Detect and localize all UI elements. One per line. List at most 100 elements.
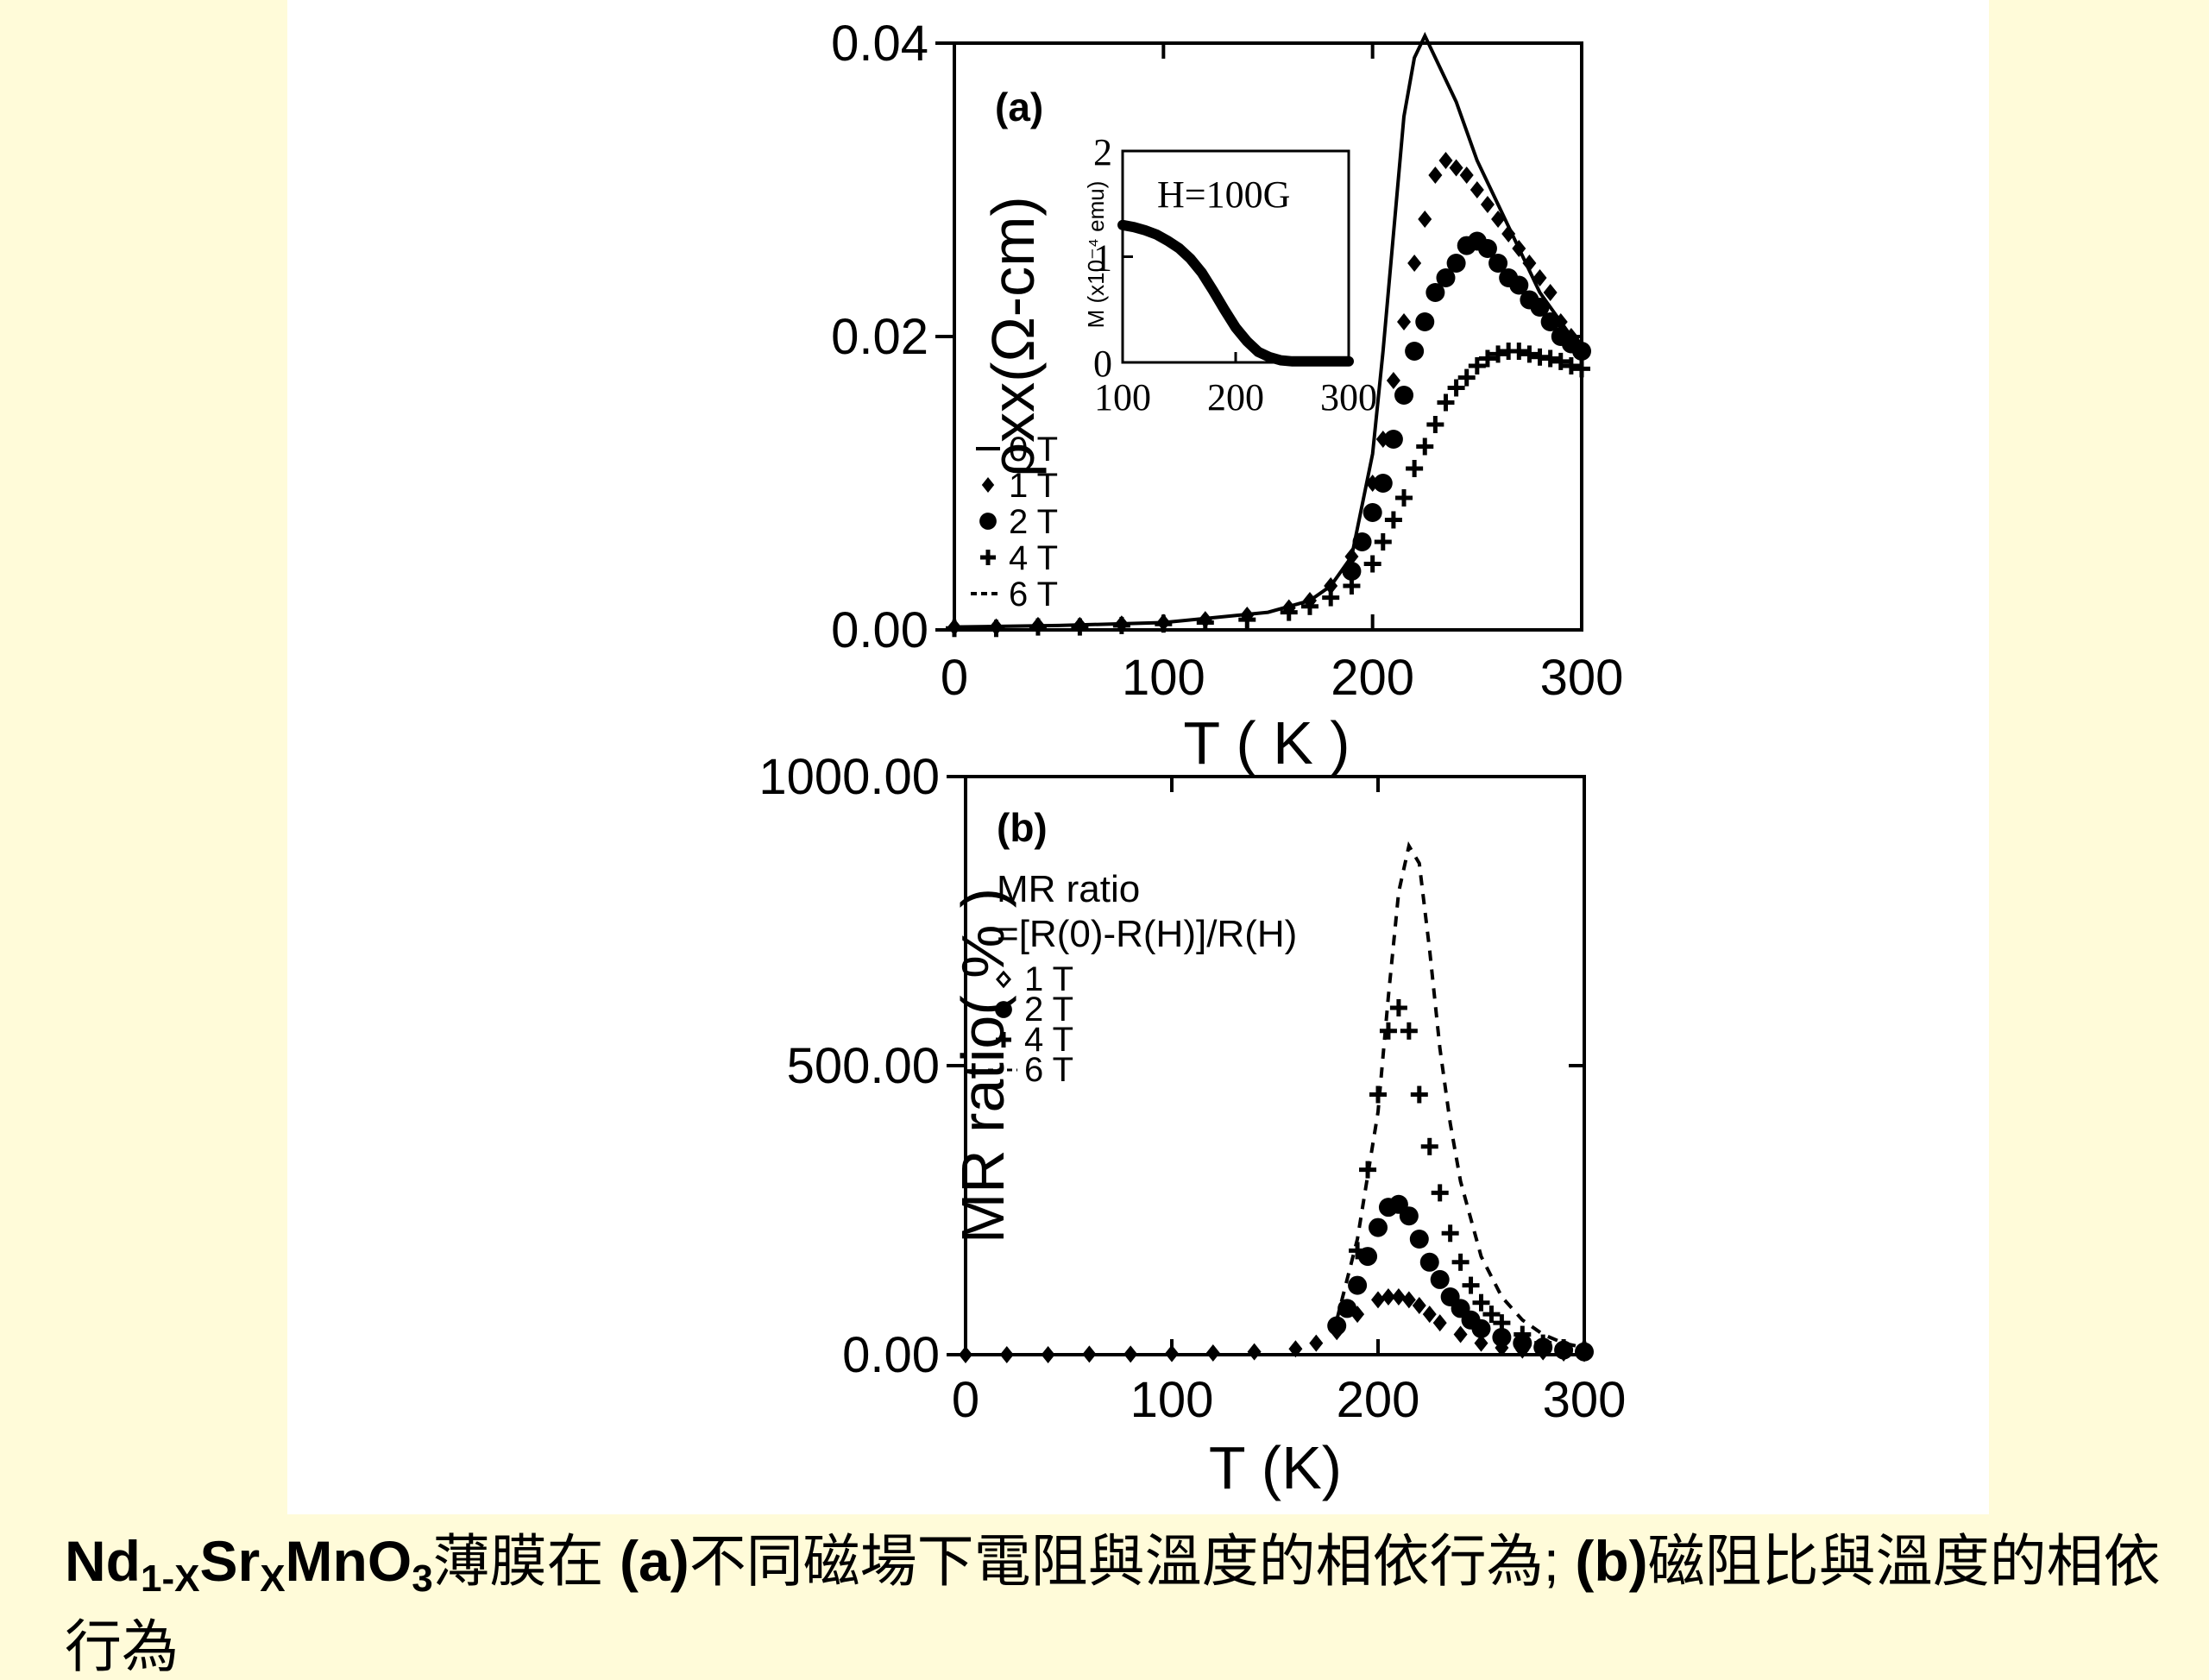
- panel-a-label: (a): [995, 85, 1043, 129]
- a-series-4-t-point-19: [1437, 393, 1455, 412]
- b-series-4-t-point-7: [1420, 1137, 1438, 1155]
- a-series-4-t-point-8: [1280, 603, 1298, 621]
- a-series-4-t-point-26: [1510, 343, 1528, 360]
- a-series-1-t-point-11: [1344, 548, 1359, 565]
- a-series-4-t-point-32: [1573, 360, 1590, 378]
- b-series-1-t-point-8: [1288, 1340, 1303, 1358]
- b-series-1-t-point-0: [959, 1346, 972, 1363]
- a-series-4-t-point-11: [1343, 577, 1361, 595]
- panel-b-x-axis-title: T (K): [1209, 1434, 1342, 1501]
- b-legend-marker-2-t: [995, 1001, 1012, 1018]
- b-series-1-t-point-12: [1371, 1291, 1385, 1309]
- b-series-1-t-point-15: [1401, 1291, 1416, 1309]
- a-series-1-t-point-16: [1407, 255, 1422, 272]
- inset-xtick-label-2: 300: [1320, 376, 1377, 418]
- a-ytick-label-0: 0.00: [831, 602, 928, 658]
- a-series-2-t-point-0: [1342, 562, 1362, 581]
- a-series-2-t: [1342, 231, 1591, 581]
- b-legend-marker-4-t: [996, 1032, 1011, 1048]
- panel-a-inset: 100 200 300 0 1 2 H=100G M (x10⁻⁴ emu): [1083, 131, 1377, 418]
- b-series-1-t-point-6: [1205, 1343, 1220, 1362]
- b-series-1-t-point-18: [1432, 1314, 1447, 1332]
- a-series-4-t-point-2: [1029, 618, 1047, 636]
- b-legend-label-4-t: 4 T: [1024, 1021, 1073, 1059]
- inset-xtick-label-1: 200: [1207, 376, 1264, 418]
- inset-y-axis-title: M (x10⁻⁴ emu): [1083, 181, 1109, 329]
- a-series-4-t-point-16: [1406, 460, 1424, 477]
- a-ytick-label-1: 0.02: [831, 309, 928, 365]
- b-series-4-t-point-11: [1462, 1276, 1480, 1294]
- b-series-2-t-point-9: [1419, 1252, 1439, 1272]
- b-series-1-t-point-16: [1412, 1297, 1426, 1315]
- a-legend-item-4-t: 4 T: [980, 539, 1058, 577]
- a-legend-marker-4-t: [980, 550, 996, 565]
- a-series-2-t-point-14: [1488, 254, 1508, 273]
- inset-ytick-label-0: 0: [1093, 343, 1112, 385]
- b-series-1-t-point-19: [1453, 1325, 1468, 1343]
- a-series-4-t-point-3: [1071, 618, 1089, 636]
- a-series-2-t-point-5: [1394, 386, 1414, 405]
- a-legend-label-2-t: 2 T: [1009, 503, 1058, 541]
- a-legend-label-1-t: 1 T: [1009, 467, 1058, 505]
- caption-label-a: (a): [620, 1529, 689, 1593]
- caption-text-a: 薄膜在: [432, 1529, 620, 1593]
- a-series-1-t-point-26: [1512, 240, 1526, 257]
- a-series-4-t-point-31: [1562, 357, 1580, 374]
- a-ytick-label-2: 0.04: [831, 16, 928, 72]
- a-series-4-t-point-22: [1468, 357, 1486, 374]
- b-series-4-t-point-14: [1493, 1314, 1511, 1332]
- b-series-2-t-point-4: [1369, 1218, 1388, 1237]
- b-series-6-t-line: [1335, 841, 1585, 1350]
- a-series-4-t-point-30: [1551, 352, 1570, 370]
- a-series-1-t-point-19: [1438, 152, 1453, 169]
- b-series-2-t-point-15: [1492, 1327, 1512, 1347]
- b-legend-label-2-t: 2 T: [1024, 991, 1073, 1029]
- a-series-4-t-point-24: [1489, 345, 1507, 363]
- a-series-1-t-point-24: [1491, 211, 1506, 228]
- a-series-4-t-point-20: [1447, 379, 1465, 397]
- b-series-4-t-point-3: [1379, 1022, 1397, 1040]
- b-series-1-t-point-5: [1165, 1344, 1179, 1362]
- caption-nd: Nd: [65, 1529, 141, 1593]
- a-series-1-t-point-14: [1386, 372, 1400, 389]
- a-series-2-t-point-19: [1540, 312, 1560, 331]
- a-series-1-t-point-15: [1397, 313, 1412, 330]
- a-series-2-t-point-3: [1373, 474, 1393, 493]
- caption-mno: MnO: [285, 1529, 412, 1593]
- a-series-4-t-point-27: [1520, 345, 1539, 363]
- a-legend-item-1-t: 1 T: [981, 467, 1058, 505]
- a-series-2-t-point-13: [1477, 239, 1497, 258]
- a-series-2-t-point-7: [1415, 312, 1435, 331]
- b-legend-item-6-t: 6 T: [988, 1051, 1073, 1089]
- b-series-4-t-point-15: [1514, 1325, 1532, 1343]
- panel-b-series: [959, 841, 1594, 1363]
- b-series-1-t-point-14: [1391, 1288, 1406, 1306]
- caption-text-c: 磁阻比與溫度的相依行為: [65, 1529, 2161, 1678]
- caption-sub-1: 1-X: [140, 1557, 200, 1600]
- b-series-4-t-point-8: [1431, 1184, 1449, 1202]
- a-series-4-t-point-21: [1457, 368, 1476, 387]
- a-series-1-t-point-28: [1532, 269, 1547, 286]
- caption-text-b: 不同磁場下電阻與溫度的相依行為;: [689, 1529, 1576, 1593]
- caption-formula: Nd1-XSrXMnO3: [65, 1529, 433, 1600]
- panel-a-y-axis-title: ρxx(Ω-cm): [979, 196, 1047, 476]
- a-series-1-t-point-20: [1449, 159, 1463, 177]
- b-xtick-label-3: 300: [1543, 1372, 1627, 1428]
- a-series-2-t-point-18: [1530, 298, 1550, 317]
- b-legend-marker-diamond: [996, 970, 1011, 989]
- b-legend-item-2-t: 2 T: [995, 991, 1073, 1029]
- b-series-2-t-point-8: [1409, 1230, 1429, 1249]
- b-series-1-t-point-4: [1123, 1345, 1138, 1363]
- panel-a-series: [946, 31, 1591, 638]
- b-series-4-t-point-18: [1576, 1341, 1593, 1359]
- b-series-1-t-point-17: [1422, 1306, 1437, 1324]
- a-legend-label-0-t: 0 T: [1009, 431, 1058, 469]
- b-series-4-t: [1349, 999, 1593, 1359]
- b-series-1-t-point-7: [1247, 1343, 1262, 1361]
- a-legend-item-2-t: 2 T: [979, 503, 1058, 541]
- b-note-line-0: MR ratio: [997, 868, 1140, 910]
- panel-b-ticks: 0 100 200 300 0.00 500.00 1000.00: [758, 749, 1626, 1428]
- a-series-4-t-point-29: [1541, 349, 1559, 368]
- b-xtick-label-2: 200: [1337, 1372, 1420, 1428]
- b-series-4-t-point-12: [1472, 1293, 1490, 1312]
